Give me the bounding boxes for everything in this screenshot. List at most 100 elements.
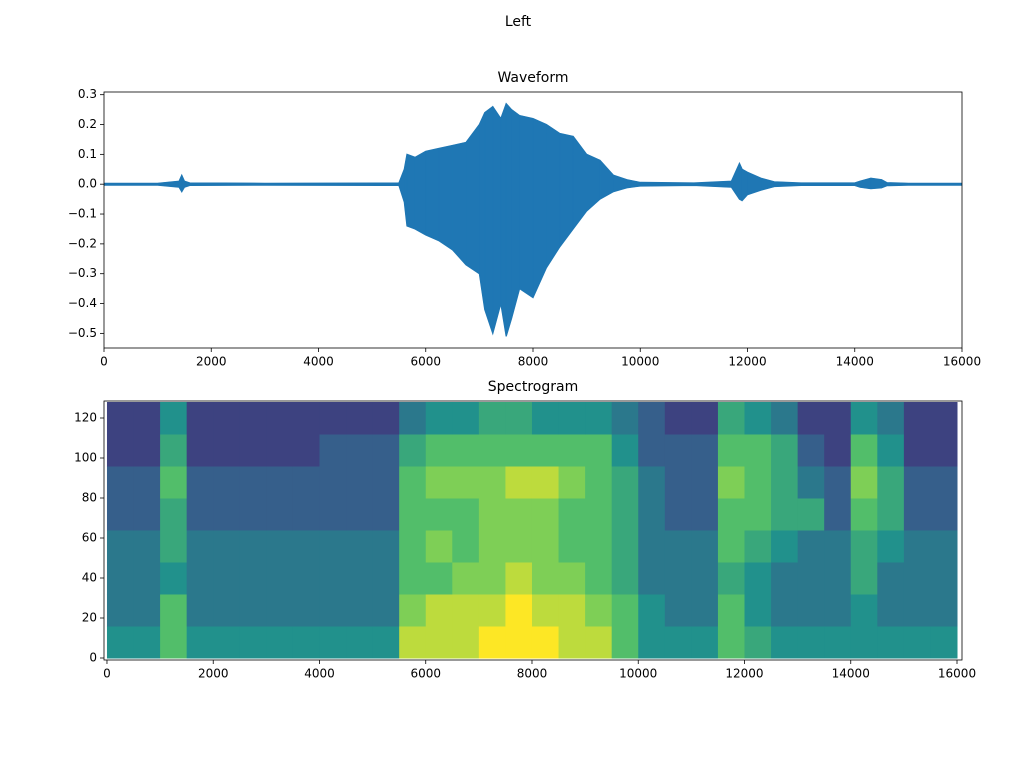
waveform-band [559, 133, 574, 248]
heatmap-cell [106, 402, 135, 435]
heatmap-cell [239, 530, 267, 563]
heatmap-cell [850, 498, 878, 531]
heatmap-cell [239, 466, 267, 499]
heatmap-cell [664, 594, 692, 627]
heatmap-cell [160, 530, 188, 563]
heatmap-cell [478, 466, 506, 499]
heatmap-cell [478, 594, 506, 627]
y-tick-label: 120 [74, 411, 97, 425]
x-tick-label: 12000 [728, 355, 766, 369]
heatmap-cell [239, 402, 267, 435]
heatmap-cell [824, 594, 852, 627]
heatmap-cell [558, 594, 586, 627]
heatmap-cell [585, 626, 613, 659]
waveform-band [511, 109, 520, 319]
heatmap-cell [585, 466, 613, 499]
waveform-band [484, 106, 494, 334]
heatmap-cell [691, 402, 719, 435]
waveform-band [414, 150, 427, 236]
heatmap-cell [106, 434, 135, 467]
heatmap-cell [266, 402, 294, 435]
heatmap-cell [133, 530, 161, 563]
heatmap-cell [478, 530, 506, 563]
heatmap-cell [292, 434, 320, 467]
heatmap-cell [452, 466, 480, 499]
x-tick-label: 4000 [304, 667, 335, 681]
heatmap-cell [346, 530, 374, 563]
heatmap-cell [372, 562, 400, 595]
y-tick-label: 0.2 [78, 117, 97, 131]
x-tick-label: 8000 [517, 667, 548, 681]
heatmap-cell [585, 594, 613, 627]
heatmap-cell [160, 562, 188, 595]
heatmap-cell [824, 530, 852, 563]
axes-frame [103, 400, 963, 661]
heatmap-cell [346, 626, 374, 659]
heatmap-cell [133, 434, 161, 467]
x-tick-label: 14000 [836, 355, 874, 369]
heatmap-cell [850, 466, 878, 499]
heatmap-cell [797, 626, 825, 659]
y-tick-label: −0.1 [68, 207, 97, 221]
y-tick-label: 80 [82, 491, 97, 505]
x-tick-label: 0 [103, 667, 111, 681]
heatmap-cell [346, 434, 374, 467]
waveform-band [519, 115, 534, 299]
heatmap-cell [213, 594, 241, 627]
waveform-band [425, 148, 440, 242]
heatmap-cell [797, 434, 825, 467]
heatmap-cell [611, 466, 639, 499]
heatmap-cell [478, 434, 506, 467]
y-tick-label: 0.1 [78, 147, 97, 161]
x-tick-label: 6000 [410, 667, 441, 681]
plot-area [104, 102, 962, 337]
heatmap-cell [505, 594, 533, 627]
y-tick-label: −0.2 [68, 236, 97, 250]
heatmap-cell [691, 530, 719, 563]
heatmap-cell [186, 594, 214, 627]
waveform-band [465, 123, 480, 275]
y-tick-label: −0.5 [68, 326, 97, 340]
figure-title: Left [505, 14, 532, 30]
heatmap-cell [850, 434, 878, 467]
heatmap-cell [930, 594, 958, 627]
heatmap-cell [903, 530, 931, 563]
waveform-band [438, 145, 453, 251]
heatmap-cell [930, 530, 958, 563]
waveform-band [532, 118, 547, 298]
heatmap-cell [585, 562, 613, 595]
heatmap-cell [425, 466, 453, 499]
heatmap-cell [106, 466, 135, 499]
heatmap-cell [824, 402, 852, 435]
x-tick-label: 0 [100, 355, 108, 369]
heatmap-cell [797, 402, 825, 435]
heatmap-cell [505, 530, 533, 563]
heatmap-cell [213, 562, 241, 595]
heatmap-cell [930, 498, 958, 531]
heatmap-cell [266, 626, 294, 659]
heatmap-cell [505, 466, 533, 499]
heatmap-cell [717, 498, 745, 531]
heatmap-cell [638, 594, 666, 627]
heatmap-cell [186, 498, 214, 531]
x-tick-label: 10000 [621, 355, 659, 369]
heatmap-cell [771, 530, 799, 563]
heatmap-cell [292, 498, 320, 531]
heatmap-cell [771, 402, 799, 435]
heatmap-cell [691, 434, 719, 467]
heatmap-cell [903, 594, 931, 627]
heatmap-cell [239, 594, 267, 627]
heatmap-cell [266, 530, 294, 563]
heatmap-cell [664, 466, 692, 499]
heatmap-cell [824, 626, 852, 659]
heatmap-cell [585, 434, 613, 467]
heatmap-cell [319, 594, 347, 627]
heatmap-cell [372, 498, 400, 531]
heatmap-cell [903, 562, 931, 595]
heatmap-cell [266, 434, 294, 467]
y-tick-label: 20 [82, 611, 97, 625]
axes-title: Spectrogram [488, 379, 578, 395]
waveform-line [104, 184, 962, 337]
heatmap-cell [186, 434, 214, 467]
